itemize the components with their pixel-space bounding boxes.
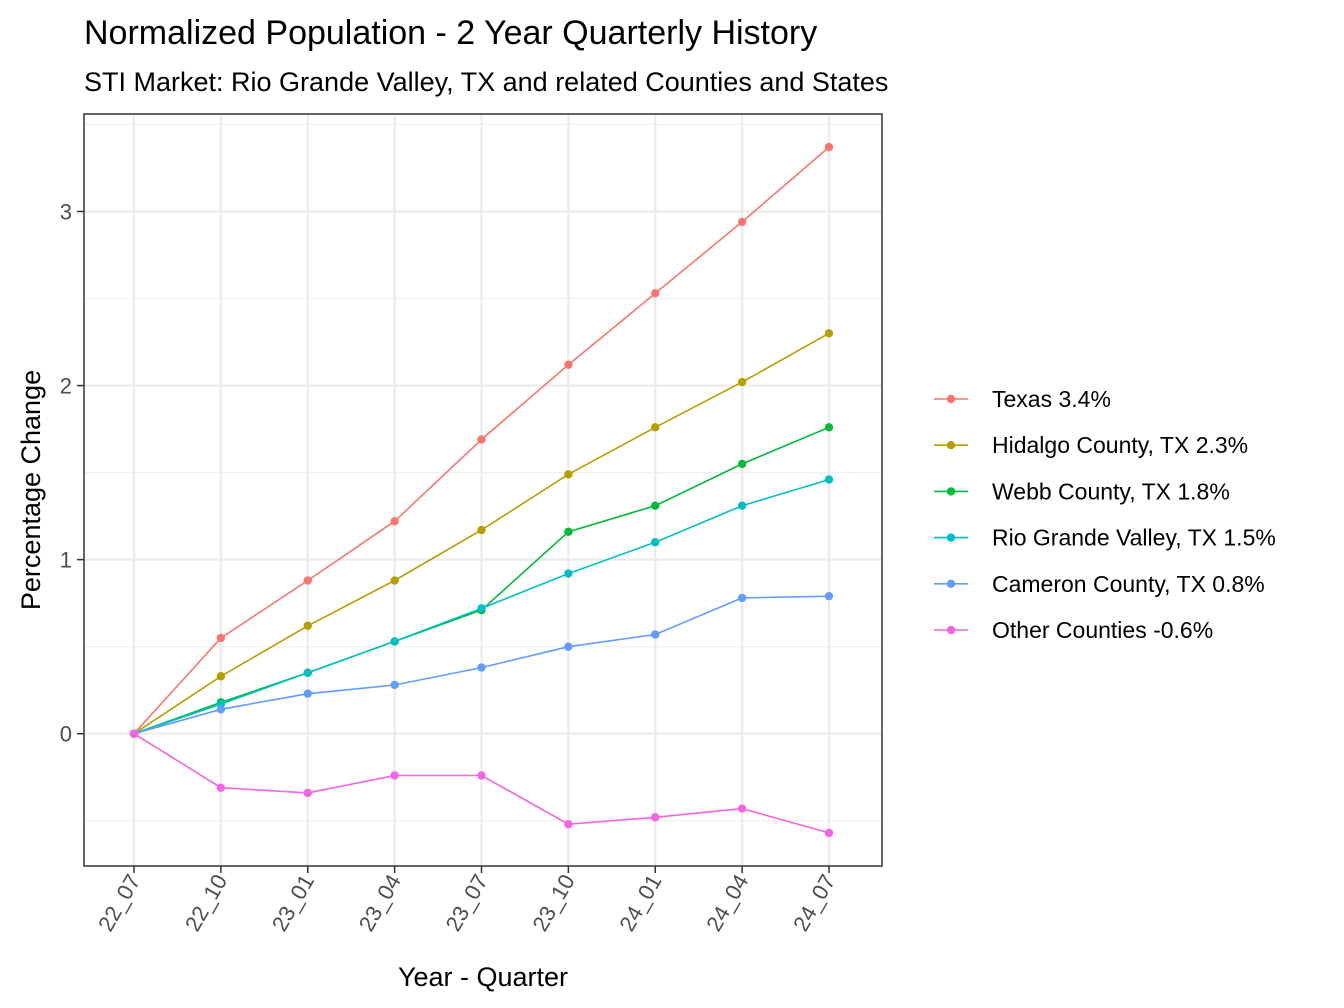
legend-key-point	[946, 487, 956, 496]
data-point	[216, 633, 226, 643]
data-point	[216, 783, 226, 792]
x-tick-label: 22_10	[180, 870, 232, 935]
data-point	[651, 630, 660, 639]
data-point	[737, 377, 747, 387]
data-point	[564, 527, 573, 536]
data-point	[303, 668, 312, 677]
data-point	[129, 729, 139, 738]
legend-item: Other Counties -0.6%	[934, 617, 1213, 643]
x-tick-label: 24_01	[614, 870, 666, 935]
x-tick-label: 23_01	[267, 870, 319, 935]
data-point	[824, 475, 834, 484]
legend-item: Webb County, TX 1.8%	[934, 478, 1230, 504]
legend-item: Rio Grande Valley, TX 1.5%	[934, 525, 1276, 551]
data-point	[651, 423, 660, 432]
series-0	[129, 142, 834, 738]
data-point	[477, 435, 486, 444]
data-point	[390, 576, 399, 585]
data-point	[390, 680, 399, 690]
legend-label: Webb County, TX 1.8%	[992, 478, 1230, 504]
legend-key-point	[946, 579, 956, 588]
legend-label: Cameron County, TX 0.8%	[992, 571, 1265, 597]
data-point	[824, 329, 834, 338]
data-point	[824, 423, 834, 432]
legend-key-point	[946, 394, 956, 404]
data-point	[737, 804, 747, 813]
data-point	[564, 360, 573, 369]
data-point	[303, 621, 312, 630]
x-tick-label: 24_04	[701, 870, 753, 935]
legend-item: Texas 3.4%	[934, 386, 1111, 412]
data-point	[477, 771, 486, 780]
x-axis-title: Year - Quarter	[398, 962, 568, 992]
legend-label: Texas 3.4%	[992, 386, 1111, 412]
data-point	[824, 828, 834, 838]
x-tick-label: 22_07	[93, 870, 145, 935]
data-point	[737, 217, 747, 227]
y-tick-label: 3	[60, 199, 72, 224]
data-point	[651, 813, 660, 822]
y-tick-label: 2	[60, 374, 72, 399]
x-tick-label: 24_07	[788, 870, 840, 935]
plot-panel	[84, 114, 882, 866]
data-point	[564, 642, 573, 651]
data-point	[303, 788, 312, 798]
data-point	[737, 593, 747, 603]
legend-key-point	[946, 625, 956, 635]
series-1	[129, 329, 834, 738]
y-tick-label: 0	[60, 722, 72, 747]
data-point	[737, 501, 747, 510]
legend-label: Other Counties -0.6%	[992, 617, 1213, 643]
x-tick-label: 23_04	[354, 870, 406, 935]
data-point	[564, 470, 573, 479]
x-tick-label: 23_10	[527, 870, 579, 935]
data-point	[216, 672, 226, 681]
legend-item: Cameron County, TX 0.8%	[934, 571, 1265, 597]
data-point	[564, 820, 573, 829]
data-point	[651, 538, 660, 547]
data-point	[477, 663, 486, 672]
legend-key-point	[946, 533, 956, 542]
data-point	[390, 637, 399, 646]
x-tick-label: 23_07	[441, 870, 493, 935]
data-point	[477, 525, 486, 535]
plot-border	[83, 113, 883, 867]
legend: Texas 3.4% Hidalgo County, TX 2.3% Webb Co…	[934, 386, 1276, 643]
data-point	[303, 576, 312, 585]
data-point	[216, 705, 226, 714]
legend-label: Hidalgo County, TX 2.3%	[992, 432, 1248, 458]
data-point	[824, 591, 834, 601]
data-point	[651, 289, 660, 298]
data-point	[390, 771, 399, 780]
chart-title: Normalized Population - 2 Year Quarterly…	[84, 14, 817, 52]
data-point	[564, 569, 573, 578]
series-5	[129, 729, 834, 838]
legend-item: Hidalgo County, TX 2.3%	[934, 432, 1248, 458]
legend-key-point	[946, 441, 956, 450]
data-point	[477, 604, 486, 613]
y-tick-label: 1	[60, 548, 72, 573]
data-point	[390, 517, 399, 526]
data-point	[824, 142, 834, 152]
data-point	[737, 459, 747, 469]
series-layer	[129, 142, 834, 838]
chart-subtitle: STI Market: Rio Grande Valley, TX and re…	[84, 67, 888, 97]
y-axis-title: Percentage Change	[16, 370, 46, 610]
grid-lines	[84, 114, 882, 866]
data-point	[303, 689, 312, 698]
legend-label: Rio Grande Valley, TX 1.5%	[992, 525, 1276, 551]
data-point	[651, 501, 660, 510]
